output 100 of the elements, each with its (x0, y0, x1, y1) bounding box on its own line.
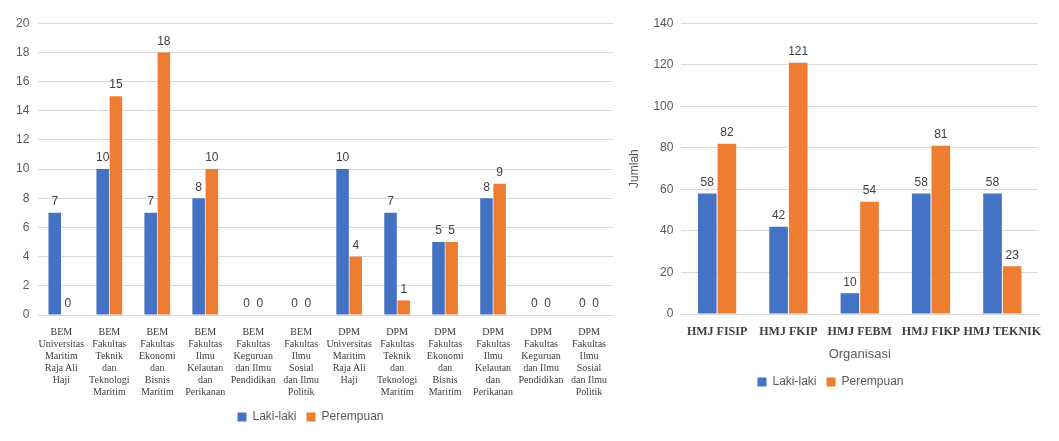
x-tick-label: BEM Fakultas Ilmu Sosial dan Ilmu Politik (283, 325, 320, 397)
data-label: 0 (64, 296, 72, 311)
y-tick-label: 20 (660, 264, 674, 279)
y-tick-label: 18 (15, 44, 30, 59)
y-tick-label: 6 (22, 219, 30, 234)
data-label: 1 (400, 281, 408, 296)
y-tick-label: 8 (22, 190, 30, 205)
data-label: 18 (157, 33, 171, 48)
bar (157, 52, 171, 315)
y-tick-label: 2 (22, 278, 30, 293)
y-tick-label: 120 (653, 57, 674, 72)
legend-label: Perempuan (321, 409, 384, 424)
x-tick-label: BEM Universitas Maritim Raja Ali Haji (38, 325, 85, 385)
data-label: 42 (771, 208, 786, 223)
legend-label: Laki-laki (772, 374, 817, 389)
data-label: 58 (914, 174, 929, 189)
data-label: 7 (51, 194, 59, 209)
data-label: 10 (96, 150, 110, 165)
x-tick-label: HMJ FEBM (827, 324, 892, 339)
bar (493, 183, 506, 315)
data-label: 0 (256, 296, 264, 311)
bar (192, 198, 205, 315)
x-tick-label: BEM Fakultas Ilmu Kelautan dan Perikanan (185, 325, 226, 397)
data-label: 0 (304, 296, 312, 311)
y-tick-label: 10 (15, 161, 30, 176)
x-tick-label: HMJ FISIP (686, 324, 748, 339)
x-tick-label: BEM Fakultas Keguruan dan Ilmu Pendidikan (230, 325, 276, 385)
data-label: 54 (862, 183, 877, 198)
y-tick-label: 0 (22, 307, 30, 322)
x-tick-label: HMJ FKIP (759, 324, 818, 339)
bar (384, 212, 397, 315)
data-label: 0 (544, 296, 552, 311)
bar (983, 193, 1002, 314)
bar (480, 198, 493, 315)
data-label: 9 (496, 165, 504, 179)
y-tick-label: 100 (653, 98, 674, 113)
x-tick-label: HMJ TEKNIK (963, 324, 1042, 339)
y-tick-label: 60 (660, 181, 674, 196)
data-label: 58 (700, 174, 715, 189)
y-tick-label: 16 (15, 73, 30, 88)
y-tick-label: 140 (653, 15, 674, 30)
bar (432, 242, 445, 315)
data-label: 23 (1005, 247, 1020, 262)
bar (788, 62, 808, 314)
x-tick-label: BEM Fakultas Ekonomi dan Bisnis Maritim (138, 325, 176, 397)
bar (717, 143, 737, 314)
y-tick-label: 12 (15, 132, 30, 147)
bar (911, 193, 931, 314)
x-tick-label: DPM Fakultas Keguruan dan Ilmu Pendidikan (518, 325, 564, 385)
bar (144, 212, 157, 315)
x-tick-label: HMJ FIKP (901, 324, 961, 339)
data-label: 121 (788, 43, 809, 58)
data-label: 8 (195, 179, 203, 194)
data-label: 7 (387, 194, 395, 209)
bar (840, 293, 860, 314)
bar (349, 256, 363, 315)
data-label: 82 (720, 124, 734, 139)
bar (697, 193, 717, 314)
data-label: 81 (934, 127, 948, 142)
bar (336, 169, 349, 315)
y-tick-label: 80 (660, 140, 674, 155)
data-label: 4 (352, 237, 360, 252)
bar (860, 201, 879, 314)
data-label: 5 (435, 223, 443, 238)
y-tick-label: 4 (22, 248, 30, 263)
bar (96, 169, 109, 315)
legend-label: Laki-laki (252, 409, 297, 424)
bar (931, 145, 951, 314)
data-label: 10 (205, 150, 219, 165)
x-tick-label: DPM Fakultas Ilmu Kelautan dan Perikanan (473, 325, 514, 397)
x-tick-label: DPM Fakultas Teknik dan Teknologi Maritim (376, 325, 418, 397)
data-label: 8 (483, 179, 491, 194)
data-label: 5 (448, 223, 456, 238)
x-tick-label: DPM Fakultas Ilmu Sosial dan Ilmu Politik (571, 325, 607, 397)
data-label: 58 (985, 174, 1000, 189)
data-label: 0 (531, 296, 539, 311)
y-tick-label: 20 (15, 15, 30, 30)
bar (205, 169, 219, 315)
data-label: 0 (291, 296, 299, 311)
legend-label: Perempuan (841, 374, 904, 389)
bar (48, 212, 61, 315)
data-label: 15 (109, 77, 123, 92)
data-label: 10 (843, 274, 857, 289)
y-tick-label: 14 (15, 103, 30, 118)
bar (445, 242, 458, 315)
x-axis-title: Organisasi (828, 345, 891, 361)
x-tick-label: DPM Universitas Maritim Raja Ali Haji (326, 325, 373, 385)
x-tick-label: BEM Fakultas Teknik dan Teknologi Maritim (89, 325, 130, 397)
x-tick-label: DPM Fakultas Ekonomi dan Bisnis Maritim (426, 325, 464, 397)
data-label: 0 (579, 296, 587, 311)
data-label: 0 (592, 296, 600, 311)
y-axis-title: Jumlah (626, 149, 641, 188)
bar (769, 226, 788, 314)
y-tick-label: 40 (660, 223, 674, 238)
bar (397, 300, 410, 315)
bar (1002, 266, 1022, 314)
data-label: 7 (147, 194, 155, 209)
bar (109, 96, 123, 315)
y-tick-label: 0 (666, 306, 674, 321)
data-label: 10 (335, 150, 350, 165)
